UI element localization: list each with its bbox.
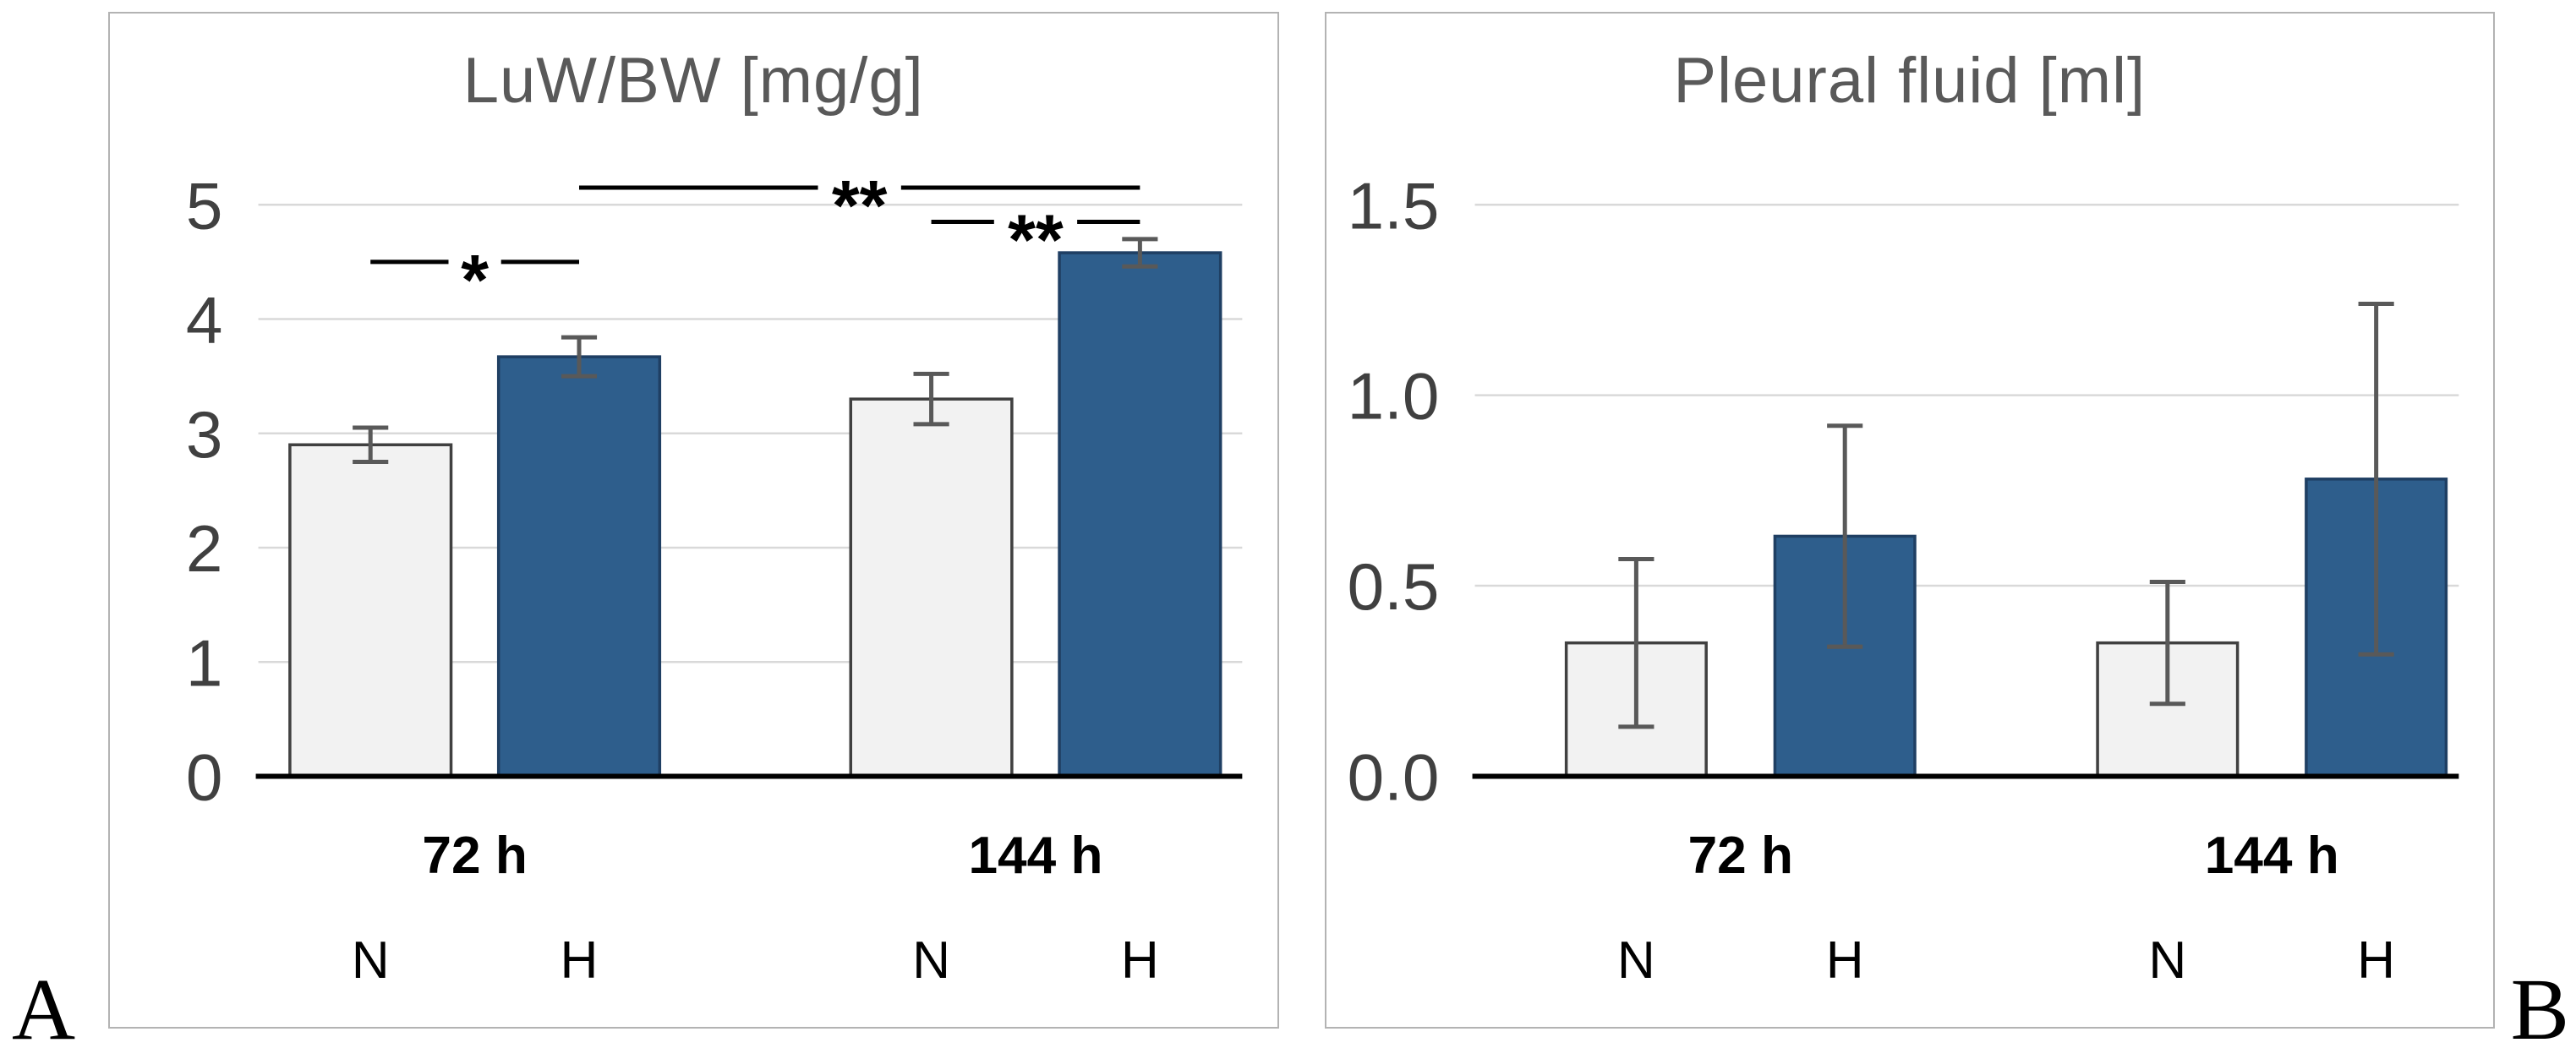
y-tick-label: 3 [186, 397, 223, 472]
group-label-144h: 144 h [2204, 827, 2338, 885]
bar-label-144h-N: N [2148, 931, 2186, 990]
y-tick-label: 1.5 [1347, 168, 1439, 243]
bar-label-72h-H: H [561, 931, 599, 990]
bar-chart-pleural-fluid: 0.0 0.5 1.0 1.5 N H 72 h N H 144 h [1347, 168, 2458, 990]
y-tick-label: 1.0 [1347, 359, 1439, 434]
y-tick-label: 1 [186, 625, 223, 700]
y-tick-label: 0.5 [1347, 549, 1439, 624]
bar-label-144h-N: N [912, 931, 950, 990]
bar-label-144h-H: H [2357, 931, 2395, 990]
panel-label-a: A [12, 961, 76, 1058]
bar-144h-N [849, 397, 1014, 778]
bar-label-72h-N: N [1616, 931, 1654, 990]
y-tick-label: 0.0 [1347, 740, 1439, 815]
y-tick-label: 2 [186, 511, 223, 586]
bar-144h-H [1058, 251, 1222, 778]
bar-72h-H [496, 355, 662, 778]
bar-label-72h-N: N [352, 931, 390, 990]
panel-a-chart: LuW/BW [mg/g] 0 1 2 3 4 5 N H 72 h N H 144 h * ** ** [108, 12, 1279, 1029]
significance-label-1: ** [832, 166, 888, 245]
y-tick-label: 0 [186, 740, 223, 815]
bar-label-72h-H: H [1825, 931, 1863, 990]
bar-label-144h-H: H [1121, 931, 1159, 990]
significance-label-2: ** [1008, 200, 1064, 280]
y-tick-label: 4 [186, 283, 223, 358]
panels-row: LuW/BW [mg/g] 0 1 2 3 4 5 N H 72 h N H 144 h * ** ** P… [108, 12, 2495, 1029]
chart-title-pleural-fluid: Pleural fluid [ml] [1673, 45, 2147, 117]
group-label-144h: 144 h [968, 827, 1102, 885]
significance-label-0: * [461, 240, 489, 319]
group-label-72h: 72 h [1687, 827, 1792, 885]
bar-72h-N [288, 443, 453, 778]
chart-title-luw-bw: LuW/BW [mg/g] [462, 45, 924, 117]
group-label-72h: 72 h [422, 827, 527, 885]
panel-label-b: B [2510, 961, 2569, 1058]
y-tick-label: 5 [186, 168, 223, 243]
